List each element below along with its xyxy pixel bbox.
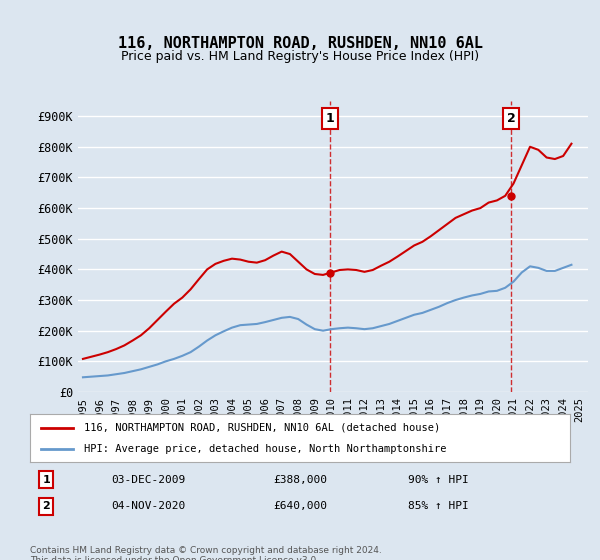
Text: 03-DEC-2009: 03-DEC-2009 — [111, 474, 185, 484]
Text: £640,000: £640,000 — [273, 501, 327, 511]
Text: HPI: Average price, detached house, North Northamptonshire: HPI: Average price, detached house, Nort… — [84, 444, 446, 454]
Text: 85% ↑ HPI: 85% ↑ HPI — [408, 501, 469, 511]
Text: 1: 1 — [43, 474, 50, 484]
Text: 2: 2 — [506, 112, 515, 125]
Text: Price paid vs. HM Land Registry's House Price Index (HPI): Price paid vs. HM Land Registry's House … — [121, 50, 479, 63]
Text: 1: 1 — [325, 112, 334, 125]
Text: £388,000: £388,000 — [273, 474, 327, 484]
Text: 116, NORTHAMPTON ROAD, RUSHDEN, NN10 6AL (detached house): 116, NORTHAMPTON ROAD, RUSHDEN, NN10 6AL… — [84, 423, 440, 433]
Text: 04-NOV-2020: 04-NOV-2020 — [111, 501, 185, 511]
Text: 116, NORTHAMPTON ROAD, RUSHDEN, NN10 6AL: 116, NORTHAMPTON ROAD, RUSHDEN, NN10 6AL — [118, 36, 482, 52]
Text: 90% ↑ HPI: 90% ↑ HPI — [408, 474, 469, 484]
Text: 2: 2 — [43, 501, 50, 511]
Text: Contains HM Land Registry data © Crown copyright and database right 2024.
This d: Contains HM Land Registry data © Crown c… — [30, 546, 382, 560]
